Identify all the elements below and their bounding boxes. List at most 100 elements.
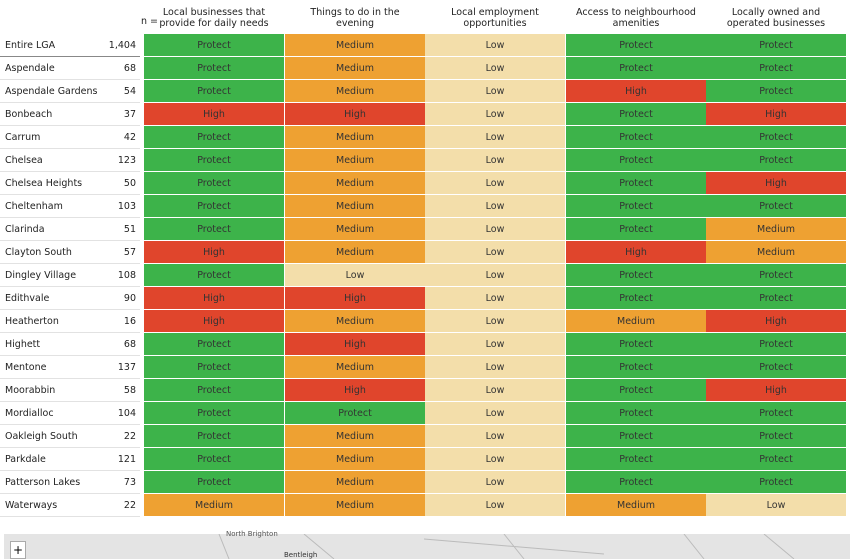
column-header: Things to do in the evening (310, 7, 400, 29)
row-divider (0, 332, 140, 333)
row-n: 90 (123, 293, 136, 304)
row-name: Aspendale Gardens (5, 86, 98, 97)
rating-cell: Protect (566, 471, 706, 493)
rating-cell: Medium (285, 471, 425, 493)
rating-cell: Protect (566, 379, 706, 401)
row-n: 121 (117, 454, 136, 465)
rating-cell: Low (425, 448, 565, 470)
row-divider (0, 148, 140, 149)
row-name: Patterson Lakes (5, 477, 81, 488)
rating-cell: Protect (144, 264, 284, 286)
row-divider (0, 79, 140, 80)
rating-cell: Medium (285, 57, 425, 79)
rating-cell: Protect (285, 402, 425, 424)
rating-cell: High (285, 379, 425, 401)
row-n: 50 (123, 178, 136, 189)
rating-cell: Medium (285, 425, 425, 447)
rating-cell: Protect (566, 103, 706, 125)
row-name: Heatherton (5, 316, 59, 327)
rating-cell: Protect (144, 402, 284, 424)
row-divider (0, 493, 140, 494)
row-divider (0, 240, 140, 241)
rating-cell: Low (425, 34, 565, 56)
rating-cell: Protect (566, 195, 706, 217)
map-roads (218, 534, 795, 559)
rating-cell: High (285, 333, 425, 355)
rating-cell: High (144, 287, 284, 309)
rating-cell: Medium (566, 494, 706, 516)
rating-cell: Low (425, 264, 565, 286)
row-divider (0, 470, 140, 471)
rating-cell: High (285, 287, 425, 309)
rating-cell: Protect (706, 149, 846, 171)
rating-cell: Medium (285, 356, 425, 378)
rating-cell: Protect (566, 264, 706, 286)
row-divider (0, 286, 140, 287)
row-name: Highett (5, 339, 41, 350)
rating-cell: Protect (566, 448, 706, 470)
rating-cell: Low (706, 494, 846, 516)
row-name: Clarinda (5, 224, 45, 235)
row-divider (0, 401, 140, 402)
row-name: Oakleigh South (5, 431, 78, 442)
row-divider (0, 217, 140, 218)
rating-cell: Medium (285, 310, 425, 332)
rating-cell: Protect (144, 333, 284, 355)
row-name: Mordialloc (5, 408, 54, 419)
rating-cell: Protect (706, 333, 846, 355)
rating-cell: Protect (706, 80, 846, 102)
column-header: Locally owned and operated businesses (726, 7, 826, 29)
row-name: Entire LGA (5, 40, 56, 51)
row-n: 68 (123, 339, 136, 350)
row-divider (0, 516, 140, 517)
rating-cell: Low (425, 172, 565, 194)
rating-cell: Protect (566, 126, 706, 148)
rating-cell: Protect (144, 425, 284, 447)
row-n: 22 (123, 500, 136, 511)
row-name: Carrum (5, 132, 41, 143)
rating-cell: Medium (285, 126, 425, 148)
rating-cell: High (285, 103, 425, 125)
rating-cell: Protect (144, 34, 284, 56)
column-header: Local employment opportunities (451, 7, 539, 29)
rating-cell: Protect (144, 126, 284, 148)
rating-cell: Low (425, 149, 565, 171)
rating-cell: Low (425, 310, 565, 332)
row-divider (0, 424, 140, 425)
row-n: 68 (123, 63, 136, 74)
row-name: Dingley Village (5, 270, 77, 281)
row-name: Chelsea (5, 155, 43, 166)
zoom-in-button[interactable]: + (10, 541, 26, 559)
rating-cell: Protect (144, 356, 284, 378)
row-name: Waterways (5, 500, 58, 511)
rating-cell: Protect (566, 172, 706, 194)
rating-cell: Protect (706, 34, 846, 56)
row-name: Aspendale (5, 63, 55, 74)
row-divider (0, 447, 140, 448)
rating-cell: Medium (566, 310, 706, 332)
map[interactable]: + North Brighton Bentleigh (4, 530, 850, 559)
row-divider (0, 102, 140, 103)
row-divider (0, 263, 140, 264)
rating-cell: High (144, 241, 284, 263)
rating-cell: Medium (144, 494, 284, 516)
row-n: 42 (123, 132, 136, 143)
row-divider (0, 125, 140, 126)
column-header: Local businesses that provide for daily … (159, 7, 269, 29)
rating-cell: High (566, 241, 706, 263)
rating-cell: Medium (285, 218, 425, 240)
rating-cell: Medium (285, 195, 425, 217)
row-n: 123 (117, 155, 136, 166)
n-header: n = (140, 15, 158, 27)
row-name: Moorabbin (5, 385, 56, 396)
rating-cell: Low (425, 80, 565, 102)
map-label: North Brighton (226, 530, 278, 538)
rating-cell: Medium (706, 241, 846, 263)
rating-cell: Protect (144, 172, 284, 194)
row-n: 73 (123, 477, 136, 488)
rating-cell: Medium (285, 241, 425, 263)
rating-cell: Medium (285, 80, 425, 102)
row-n: 103 (117, 201, 136, 212)
rating-cell: High (144, 310, 284, 332)
rating-cell: Low (425, 241, 565, 263)
